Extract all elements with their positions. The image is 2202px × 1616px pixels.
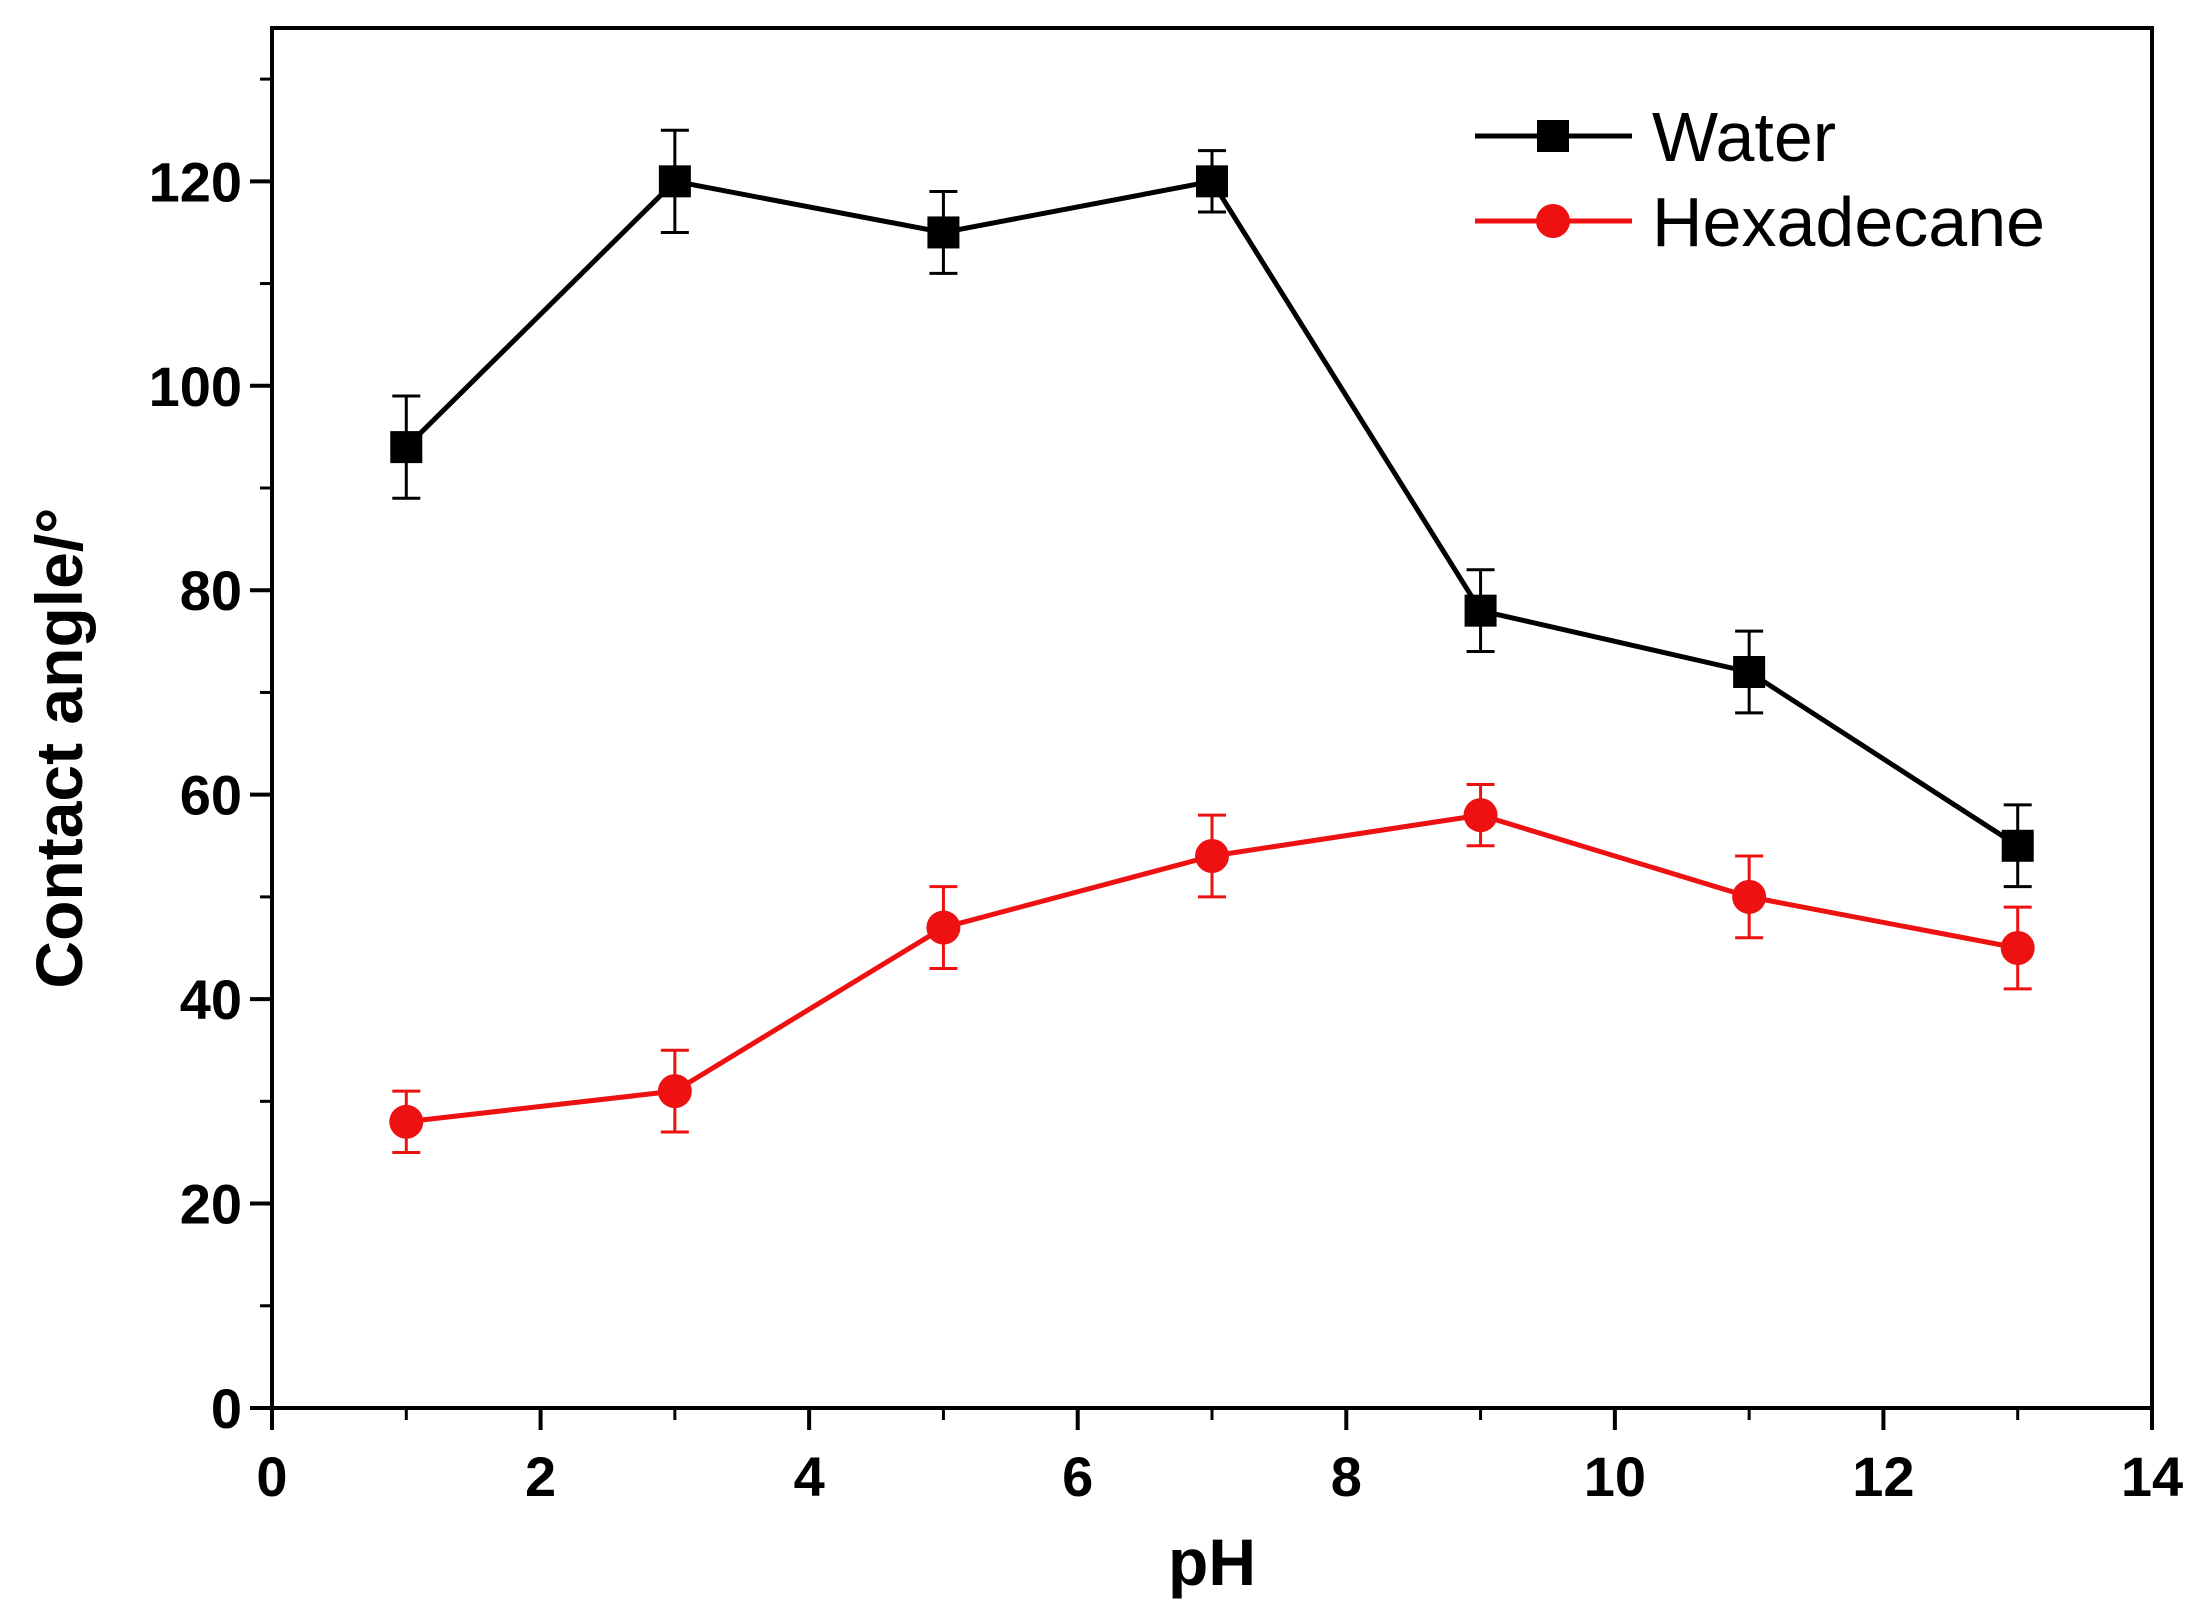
data-point-circle: [657, 1074, 692, 1109]
y-tick-label: 40: [180, 968, 242, 1031]
data-point-square: [1464, 594, 1497, 627]
x-tick-label: 4: [794, 1445, 825, 1508]
y-tick-label: 100: [149, 355, 242, 418]
y-tick-label: 60: [180, 764, 242, 827]
legend-label: Water: [1652, 98, 1836, 176]
legend-marker-square: [1537, 120, 1569, 152]
y-tick-label: 0: [211, 1377, 242, 1440]
x-tick-label: 8: [1331, 1445, 1362, 1508]
data-point-square: [2001, 829, 2034, 862]
y-tick-label: 120: [149, 150, 242, 213]
y-axis-title: Contact angle/°: [22, 507, 96, 988]
data-point-square: [390, 431, 423, 464]
data-point-square: [1196, 165, 1228, 198]
y-tick-label: 20: [180, 1173, 242, 1236]
legend-label: Hexadecane: [1652, 183, 2045, 261]
series-hexadecane: [389, 782, 2035, 1154]
x-tick-label: 12: [1852, 1445, 1914, 1508]
data-point-circle: [2000, 931, 2035, 965]
x-tick-label: 14: [2121, 1445, 2183, 1508]
series-line: [404, 178, 2020, 848]
x-tick-label: 2: [525, 1445, 556, 1508]
series-water: [390, 128, 2034, 889]
legend-marker-circle: [1536, 204, 1570, 238]
data-point-circle: [1463, 798, 1498, 833]
data-point-circle: [389, 1104, 424, 1139]
x-tick-label: 10: [1584, 1445, 1646, 1508]
data-point-square: [927, 216, 960, 249]
x-tick-label: 0: [256, 1445, 287, 1508]
data-point-circle: [926, 910, 961, 945]
data-point-square: [1733, 656, 1766, 688]
x-axis-title: pH: [1168, 1525, 1256, 1599]
legend-item-hexadecane: Hexadecane: [1475, 183, 2045, 261]
data-point-circle: [1732, 879, 1767, 914]
x-tick-label: 6: [1062, 1445, 1093, 1508]
data-point-square: [658, 165, 691, 198]
data-point-circle: [1195, 839, 1229, 873]
legend-item-water: Water: [1475, 98, 1836, 176]
y-tick-label: 80: [180, 559, 242, 622]
